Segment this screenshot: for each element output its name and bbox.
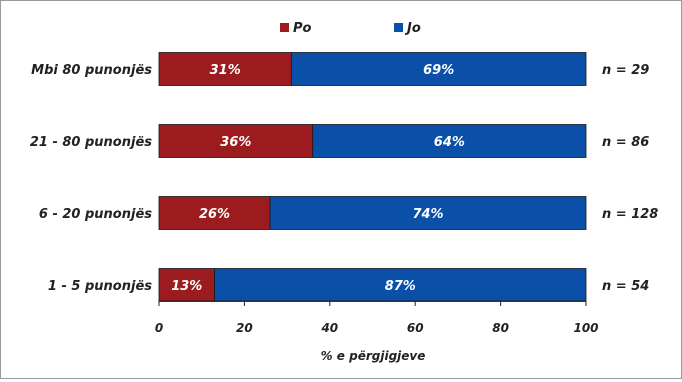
category-label: 21 - 80 punonjës <box>30 135 152 150</box>
x-tick-label: 0 <box>155 321 163 335</box>
data-label: 13% <box>171 279 202 294</box>
sample-size-label: n = 128 <box>602 207 658 222</box>
bars-group: Mbi 80 punonjës 31% 69% n = 29 21 - 80 punon… <box>30 52 658 302</box>
data-label: 69% <box>423 63 454 78</box>
sample-size-label: n = 29 <box>602 63 649 78</box>
data-label: 26% <box>199 207 230 222</box>
bar-segment-po <box>158 124 314 158</box>
x-axis-title: % e përgjigjeve <box>321 349 426 363</box>
data-label: 31% <box>210 63 241 78</box>
bar-segment-jo <box>269 196 587 230</box>
category-label: 6 - 20 punonjës <box>39 207 152 222</box>
legend-swatch-po <box>280 23 289 32</box>
data-label: 74% <box>412 207 443 222</box>
bar-segment-jo <box>312 124 587 158</box>
legend: Po Jo <box>280 21 421 36</box>
data-label: 64% <box>434 135 465 150</box>
x-tick-label: 60 <box>407 321 424 335</box>
legend-label-jo: Jo <box>404 21 421 36</box>
x-axis: 0 20 40 60 80 100 <box>155 300 599 335</box>
bar-segment-jo <box>290 52 587 86</box>
x-tick-label: 20 <box>236 321 253 335</box>
category-label: Mbi 80 punonjës <box>31 63 152 78</box>
data-label: 36% <box>220 135 251 150</box>
sample-size-label: n = 86 <box>602 135 649 150</box>
data-label: 87% <box>385 279 416 294</box>
legend-label-po: Po <box>293 21 312 36</box>
x-tick-label: 100 <box>573 321 598 335</box>
category-label: 1 - 5 punonjës <box>48 279 152 294</box>
bar-segment-po <box>158 52 292 86</box>
bar-segment-po <box>158 196 271 230</box>
sample-size-label: n = 54 <box>602 279 649 294</box>
x-tick-label: 80 <box>492 321 509 335</box>
legend-swatch-jo <box>394 23 403 32</box>
bar-segment-jo <box>214 268 587 302</box>
x-tick-label: 40 <box>320 321 338 335</box>
